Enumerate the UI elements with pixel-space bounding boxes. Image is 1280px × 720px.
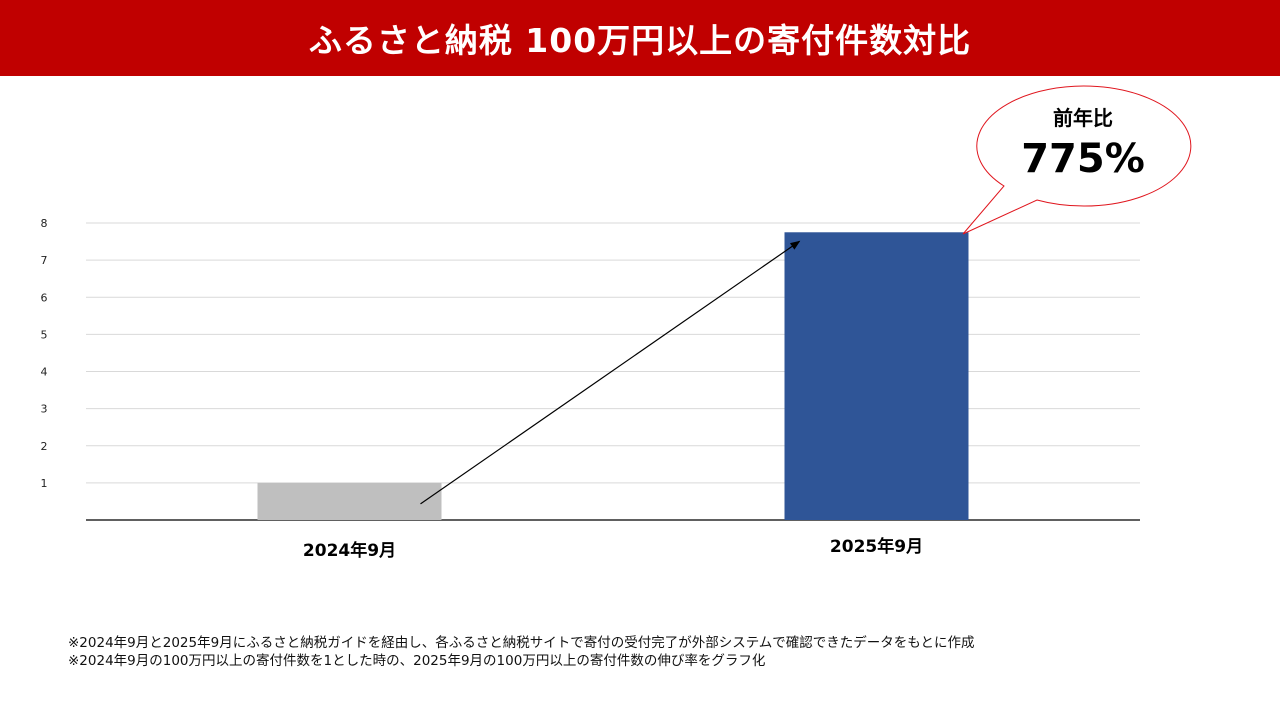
footnote-1: ※2024年9月と2025年9月にふるさと納税ガイドを経由し、各ふるさと納税サイ… (68, 635, 975, 651)
growth-arrow (420, 240, 801, 505)
bar-1 (257, 482, 442, 520)
callout-bubble (962, 85, 1192, 235)
y-tick-label: 1 (41, 477, 48, 490)
page-title: ふるさと納税 100万円以上の寄付件数対比 (308, 21, 972, 60)
callout-value: 775% (1021, 136, 1145, 182)
footnotes: ※2024年9月と2025年9月にふるさと納税ガイドを経由し、各ふるさと納税サイ… (68, 634, 1248, 670)
y-tick-label: 7 (41, 254, 48, 267)
y-tick-label: 2 (41, 440, 48, 453)
x-category-label: 2025年9月 (830, 536, 923, 557)
y-tick-label: 4 (41, 366, 48, 379)
y-tick-label: 5 (41, 328, 48, 341)
y-tick-label: 8 (41, 217, 48, 230)
yoy-callout: 前年比 775% (962, 85, 1192, 235)
callout-label: 前年比 (1053, 106, 1113, 130)
footnote-2: ※2024年9月の100万円以上の寄付件数を1とした時の、2025年9月の100… (68, 653, 766, 669)
title-banner: ふるさと納税 100万円以上の寄付件数対比 (0, 0, 1280, 76)
x-category-label: 2024年9月 (303, 540, 396, 561)
y-tick-label: 6 (41, 291, 48, 304)
y-tick-label: 3 (41, 403, 48, 416)
bar-2 (784, 232, 969, 520)
